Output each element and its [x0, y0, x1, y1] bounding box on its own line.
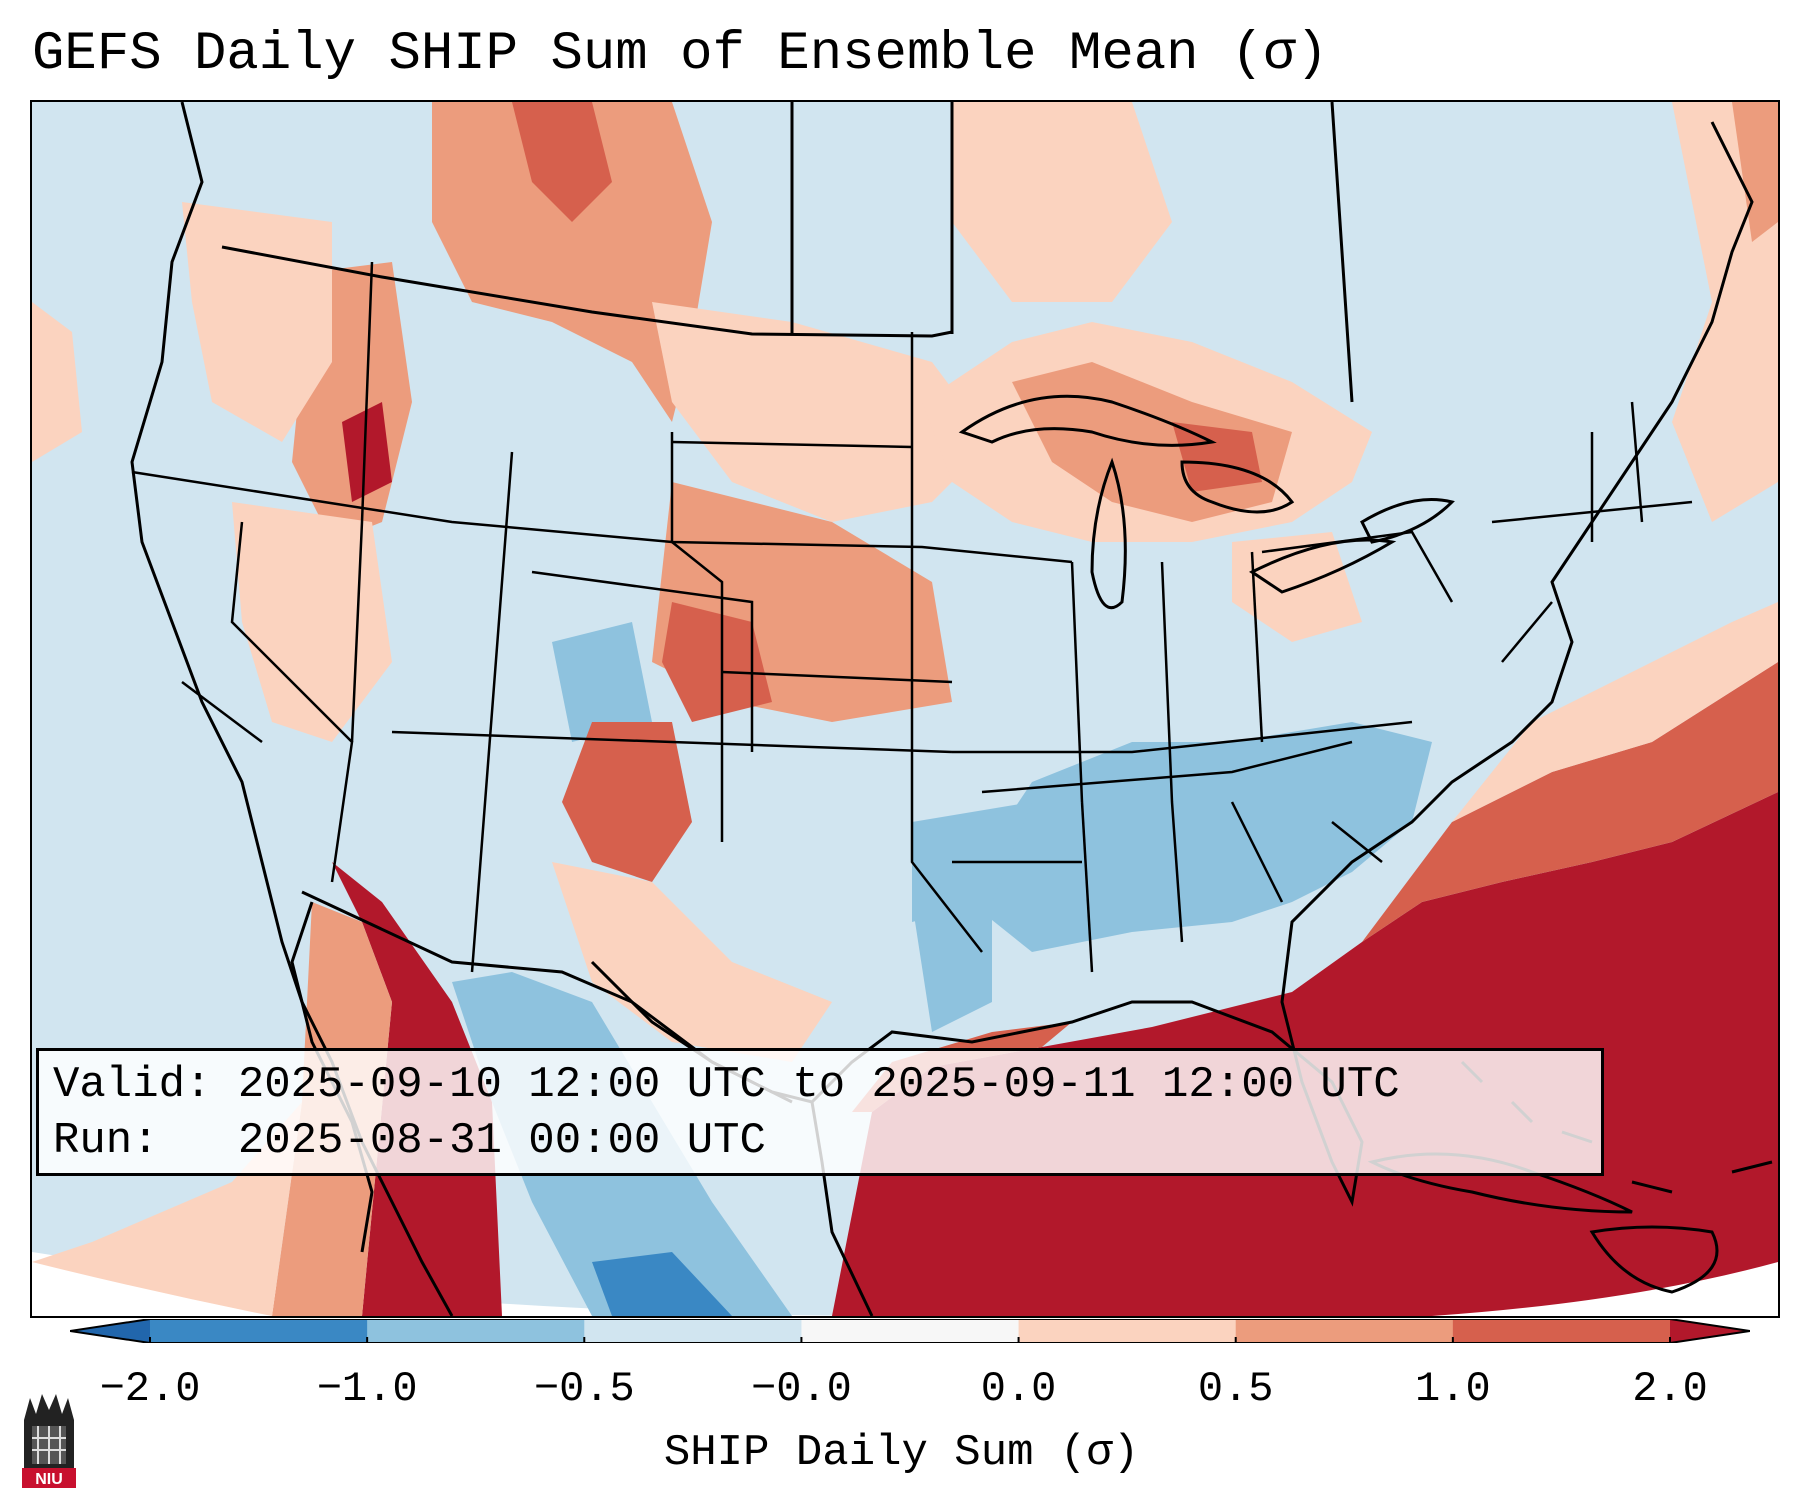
colorbar-segment	[367, 1319, 585, 1343]
valid-value: 2025-09-10 12:00 UTC to 2025-09-11 12:00…	[237, 1060, 1400, 1110]
anomaly-positive-gulf-coast	[852, 1022, 1072, 1112]
gulf-atlantic-coastline	[590, 121, 1754, 1207]
anomaly-negative-southeast	[982, 722, 1432, 952]
niu-logo-text: NIU	[35, 1471, 63, 1488]
anomaly-strong-positive-montana	[512, 102, 612, 222]
valid-label: Valid:	[53, 1060, 212, 1110]
anomaly-positive-atlantic	[1362, 662, 1778, 942]
anomaly-weak-positive-dakotas	[652, 302, 992, 522]
colorbar-segment	[801, 1319, 1020, 1343]
colorbar-tick-label: −0.0	[751, 1365, 852, 1413]
valid-row: Valid: 2025-09-10 12:00 UTC to 2025-09-1…	[53, 1057, 1587, 1113]
niu-logo: NIU	[20, 1390, 78, 1488]
colorbar-segment	[1018, 1319, 1237, 1343]
colorbar-tick-label: −1.0	[316, 1365, 418, 1413]
projection-edge	[32, 1252, 1778, 1316]
colorbar-tick-label: 0.0	[980, 1365, 1057, 1413]
anomaly-weak-positive-pacific	[32, 1102, 302, 1316]
run-value: 2025-08-31 00:00 UTC	[237, 1116, 766, 1166]
anomaly-weak-positive-nevada	[232, 502, 392, 742]
anomaly-weak-positive-atlantic	[1452, 602, 1778, 822]
anomaly-weak-positive-texas	[552, 862, 832, 1062]
colorbar-tick-label: −2.0	[99, 1365, 201, 1413]
us-canada-border	[221, 245, 953, 338]
colorbar-over-extend	[1670, 1319, 1750, 1343]
run-label: Run:	[53, 1116, 159, 1166]
map-title: GEFS Daily SHIP Sum of Ensemble Mean (σ)	[32, 24, 1329, 85]
colorbar-tick-label: −0.5	[533, 1365, 635, 1413]
run-row: Run: 2025-08-31 00:00 UTC	[53, 1113, 1587, 1169]
colorbar-label: SHIP Daily Sum (σ)	[663, 1428, 1140, 1478]
state-borders	[131, 261, 1693, 973]
colorbar	[69, 1318, 1751, 1348]
colorbar-segment	[150, 1319, 368, 1343]
colorbar-tick-label: 2.0	[1632, 1365, 1708, 1413]
valid-run-info-box: Valid: 2025-09-10 12:00 UTC to 2025-09-1…	[36, 1048, 1604, 1176]
colorbar-segment	[1452, 1319, 1671, 1343]
great-lakes	[958, 394, 1455, 610]
colorbar-tick-label: 1.0	[1415, 1365, 1491, 1413]
canada-province-borders	[790, 102, 1354, 403]
anomaly-strong-negative-mexico	[592, 1252, 732, 1316]
anomaly-positive-atlantic-canada	[1732, 102, 1778, 242]
anomaly-strong-positive-idaho	[342, 402, 392, 502]
colorbar-under-extend	[70, 1319, 150, 1343]
anomaly-strong-positive-michigan	[1172, 422, 1262, 492]
anomaly-strong-positive-kansas	[662, 602, 772, 722]
colorbar-segment	[584, 1319, 802, 1343]
anomaly-negative-louisiana	[912, 902, 992, 1032]
anomaly-weak-positive-ontario	[952, 102, 1172, 302]
anomaly-positive-montana	[432, 102, 712, 422]
anomaly-weak-positive-pacific-nw	[32, 302, 82, 462]
anomaly-positive-new-mexico	[562, 722, 692, 882]
colorbar-tick-label: 0.5	[1197, 1365, 1274, 1413]
colorbar-svg	[69, 1318, 1751, 1344]
colorbar-segment	[1235, 1319, 1454, 1343]
anomaly-negative-colorado	[552, 622, 652, 742]
